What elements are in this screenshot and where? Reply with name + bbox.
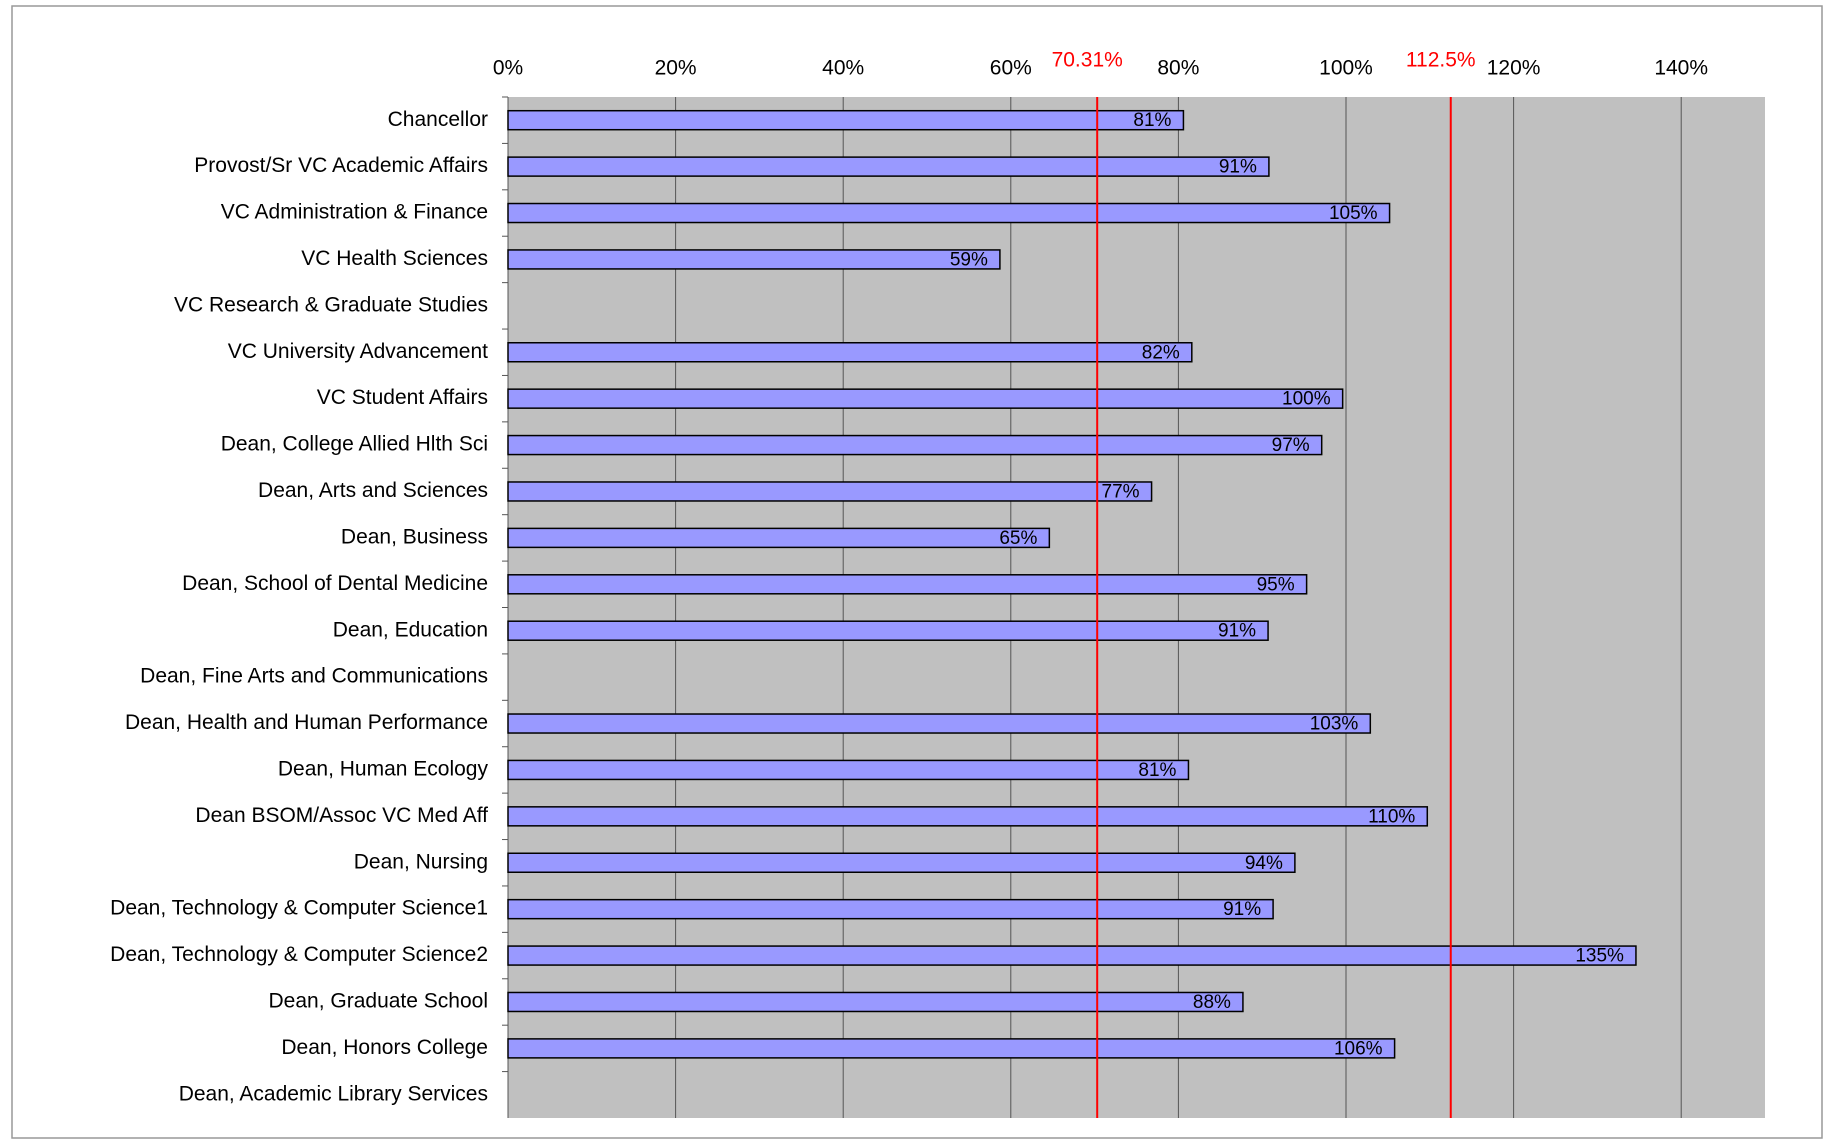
y-tick-label: Dean, Nursing bbox=[354, 850, 488, 873]
data-label: 135% bbox=[1575, 946, 1624, 967]
y-tick-label: Dean, Education bbox=[333, 618, 488, 641]
y-tick-label: VC University Advancement bbox=[228, 340, 488, 363]
bar bbox=[507, 202, 1391, 224]
y-tick-label: Dean, Honors College bbox=[281, 1036, 488, 1059]
bar bbox=[507, 898, 1274, 920]
data-label: 82% bbox=[1142, 342, 1180, 363]
data-label: 59% bbox=[950, 249, 988, 270]
bar bbox=[507, 713, 1372, 734]
data-label: 65% bbox=[999, 528, 1037, 549]
data-label: 88% bbox=[1193, 992, 1231, 1013]
data-label: 110% bbox=[1368, 806, 1415, 827]
bar bbox=[507, 806, 1429, 827]
x-tick-label: 100% bbox=[1319, 57, 1373, 80]
x-tick-label: 0% bbox=[493, 57, 523, 80]
y-tick-label: Dean, Health and Human Performance bbox=[125, 711, 488, 734]
bar bbox=[507, 852, 1296, 873]
bar bbox=[507, 574, 1308, 595]
data-label: 94% bbox=[1245, 853, 1283, 874]
bar bbox=[507, 481, 1153, 502]
y-tick-label: VC Student Affairs bbox=[317, 386, 488, 409]
bar bbox=[507, 434, 1323, 456]
data-label: 81% bbox=[1138, 760, 1176, 781]
bar bbox=[507, 991, 1244, 1013]
y-tick-label: Dean, Technology & Computer Science1 bbox=[110, 897, 488, 920]
x-tick-label: 120% bbox=[1487, 57, 1541, 80]
bar bbox=[507, 945, 1637, 966]
data-label: 95% bbox=[1257, 574, 1295, 595]
data-label: 97% bbox=[1272, 435, 1310, 456]
bar bbox=[507, 156, 1270, 177]
x-tick-label: 20% bbox=[655, 57, 697, 80]
reference-label: 70.31% bbox=[1052, 49, 1123, 72]
bar bbox=[507, 342, 1193, 363]
bar bbox=[507, 527, 1051, 549]
bar bbox=[507, 249, 1001, 270]
data-label: 81% bbox=[1133, 110, 1171, 131]
bar bbox=[507, 1038, 1396, 1059]
y-tick-label: Dean, College Allied Hlth Sci bbox=[221, 433, 488, 456]
y-tick-label: Dean, Fine Arts and Communications bbox=[140, 665, 488, 688]
data-label: 77% bbox=[1102, 481, 1140, 502]
x-tick-label: 60% bbox=[990, 57, 1032, 80]
reference-label: 112.5% bbox=[1406, 49, 1476, 72]
bar bbox=[507, 109, 1185, 131]
data-label: 100% bbox=[1282, 389, 1331, 410]
y-tick-label: Dean, Academic Library Services bbox=[179, 1082, 488, 1105]
y-tick-label: Provost/Sr VC Academic Affairs bbox=[194, 154, 488, 177]
bar bbox=[507, 620, 1269, 641]
y-tick-label: VC Health Sciences bbox=[301, 247, 488, 270]
y-tick-label: Dean, Arts and Sciences bbox=[258, 479, 488, 502]
data-label: 106% bbox=[1334, 1038, 1383, 1059]
data-label: 91% bbox=[1223, 899, 1261, 920]
y-tick-label: Dean BSOM/Assoc VC Med Aff bbox=[195, 804, 488, 827]
y-tick-label: Chancellor bbox=[388, 108, 488, 131]
data-label: 105% bbox=[1329, 203, 1378, 224]
bar bbox=[507, 388, 1344, 409]
y-tick-label: Dean, Technology & Computer Science2 bbox=[110, 943, 488, 966]
x-tick-label: 80% bbox=[1157, 57, 1199, 80]
y-tick-label: Dean, Graduate School bbox=[269, 990, 488, 1013]
bar bbox=[507, 759, 1190, 781]
y-tick-label: VC Administration & Finance bbox=[221, 201, 488, 224]
y-tick-label: Dean, Human Ecology bbox=[278, 757, 489, 780]
x-tick-label: 140% bbox=[1654, 57, 1708, 80]
data-label: 91% bbox=[1218, 621, 1256, 642]
y-tick-label: Dean, School of Dental Medicine bbox=[182, 572, 488, 595]
y-tick-label: Dean, Business bbox=[341, 525, 488, 548]
data-label: 103% bbox=[1310, 714, 1359, 735]
x-tick-label: 40% bbox=[822, 57, 864, 80]
y-tick-label: VC Research & Graduate Studies bbox=[174, 293, 488, 316]
data-label: 91% bbox=[1219, 157, 1257, 178]
